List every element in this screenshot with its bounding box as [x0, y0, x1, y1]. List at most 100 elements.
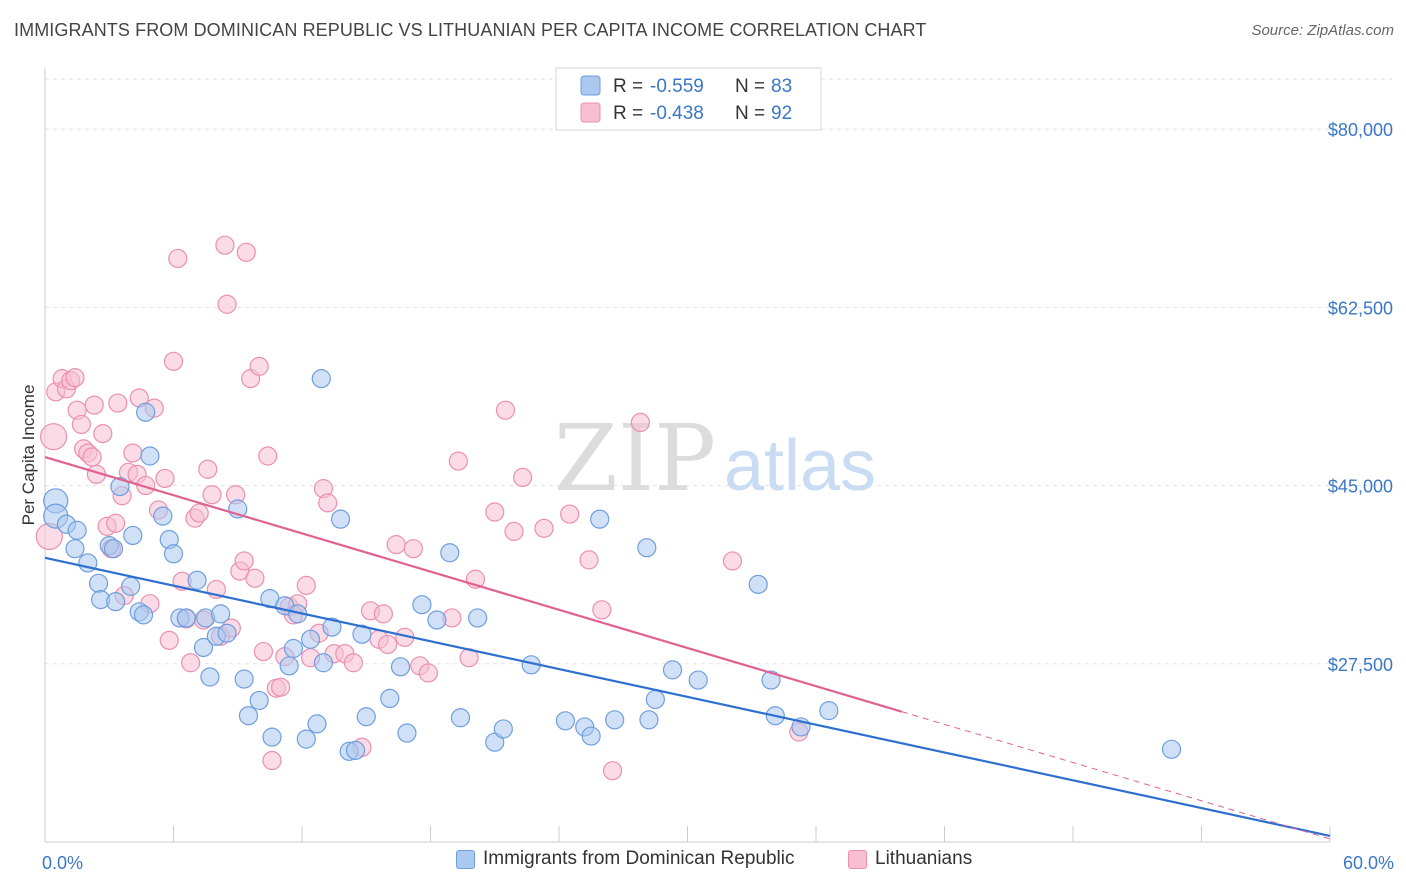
dominican-point-64	[581, 726, 601, 746]
watermark-atlas: atlas	[724, 426, 876, 506]
dominican-point-71	[688, 670, 708, 690]
dominican-point-58	[468, 608, 488, 628]
dominican-point-28	[211, 604, 231, 624]
dominican-point-22	[176, 608, 196, 628]
dominican-point-16	[136, 402, 156, 422]
lithuanian-point-49	[236, 242, 256, 262]
dominican-point-6	[88, 573, 109, 593]
lithuanian-point-62	[296, 575, 316, 595]
axes	[44, 68, 1331, 843]
lithuanian-point-51	[245, 568, 265, 588]
dominican-point-12	[121, 576, 141, 596]
dominican-point-77	[1161, 739, 1182, 759]
dominican-point-66	[605, 710, 625, 730]
legend-r-value-2: -0.438	[650, 103, 704, 124]
lithuanian-point-66	[318, 493, 338, 513]
lithuanian-point-17	[106, 513, 126, 533]
legend-n-label-1: N =	[735, 76, 765, 97]
dominican-point-26	[200, 667, 220, 687]
dominican-points	[43, 369, 1182, 761]
lithuanian-point-77	[403, 539, 423, 559]
dominican-point-18	[153, 506, 173, 526]
lithuanian-point-89	[560, 504, 580, 524]
dominican-point-33	[249, 690, 269, 711]
dominican-point-17	[140, 446, 160, 466]
legend-swatch-dominican	[456, 849, 475, 869]
legend-item-dominican: Immigrants from Dominican Republic	[456, 848, 795, 870]
dominican-point-67	[637, 538, 657, 558]
lithuanian-point-92	[602, 761, 623, 781]
dominican-point-35	[262, 727, 282, 747]
lithuanian-point-53	[253, 641, 274, 662]
legend-r-value-1: -0.559	[650, 76, 704, 97]
lithuanian-point-54	[258, 446, 278, 466]
dominican-point-60	[493, 719, 513, 739]
dominican-point-69	[645, 689, 665, 710]
dominican-point-72	[748, 574, 768, 594]
y-tick-labels: $27,500 $45,000 $62,500 $80,000	[1328, 120, 1393, 675]
legend-r-label-1: R =	[613, 76, 643, 97]
dominican-point-54	[412, 595, 432, 615]
dominican-point-10	[106, 592, 126, 612]
legend-n-value-2: 92	[771, 103, 792, 124]
dominican-point-51	[380, 688, 400, 709]
legend-label-lithuanians: Lithuanians	[875, 848, 973, 869]
dominican-point-53	[397, 723, 417, 743]
lithuanian-point-74	[378, 634, 398, 655]
legend-swatch-lithuanians	[848, 849, 867, 869]
dominican-point-3	[67, 520, 87, 540]
lithuanian-point-84	[485, 502, 505, 522]
legend-swatch-blue	[580, 75, 601, 96]
lithuanian-point-88	[534, 518, 554, 538]
lithuanian-point-18	[108, 393, 128, 413]
lithuanian-point-69	[343, 653, 363, 673]
dominican-point-68	[639, 710, 659, 730]
legend-swatch-pink	[580, 102, 601, 123]
dominican-point-38	[283, 638, 304, 659]
dominican-point-62	[555, 711, 576, 731]
dominican-trend-line	[44, 556, 1331, 837]
dominican-point-55	[427, 610, 447, 630]
y-tick-label-3: $80,000	[1328, 120, 1393, 140]
lithuanian-point-93	[630, 412, 650, 433]
lithuanian-point-40	[202, 485, 222, 505]
lithuanian-point-35	[181, 653, 201, 673]
dominican-point-23	[187, 570, 207, 590]
stats-legend: R = -0.559 N = 83 R = -0.438 N = 92	[555, 67, 822, 131]
dominican-point-40	[296, 729, 316, 749]
lithuanian-point-31	[163, 351, 184, 371]
lithuanian-point-14	[93, 424, 113, 444]
series-legend: Immigrants from Dominican Republic Lithu…	[0, 848, 1406, 880]
legend-n-label-2: N =	[735, 103, 765, 124]
lithuanian-point-8	[71, 414, 92, 435]
lithuanian-point-25	[136, 475, 156, 496]
lithuanian-point-52	[249, 356, 269, 376]
dominican-point-70	[662, 660, 683, 680]
dominican-point-9	[103, 539, 124, 559]
dominican-point-57	[450, 708, 471, 728]
dominican-point-37	[279, 656, 299, 676]
legend-label-dominican: Immigrants from Dominican Republic	[483, 848, 795, 869]
chart-title: IMMIGRANTS FROM DOMINICAN REPUBLIC VS LI…	[14, 20, 927, 40]
lithuanian-point-48	[234, 551, 254, 571]
lithuanian-point-37	[189, 503, 209, 523]
lithuanian-point-1	[39, 423, 68, 451]
y-tick-label-1: $45,000	[1328, 477, 1393, 497]
lithuanian-point-12	[84, 395, 104, 415]
lithuanian-point-79	[418, 663, 438, 683]
dominican-point-49	[352, 624, 372, 644]
dominican-point-20	[163, 544, 184, 564]
lithuanian-point-44	[217, 294, 237, 314]
lithuanian-point-85	[495, 400, 516, 420]
x-tick-label-max: 60.0%	[1342, 853, 1394, 873]
lithuanian-point-39	[198, 459, 218, 479]
lithuanian-point-57	[270, 677, 291, 697]
lithuanian-point-94	[722, 551, 743, 571]
dominican-point-32	[238, 706, 259, 726]
dominican-point-65	[590, 509, 610, 529]
lithuanian-point-75	[386, 535, 406, 555]
lithuanian-trend-line	[44, 455, 902, 713]
dominican-point-13	[123, 525, 143, 546]
dominican-point-42	[307, 714, 327, 734]
